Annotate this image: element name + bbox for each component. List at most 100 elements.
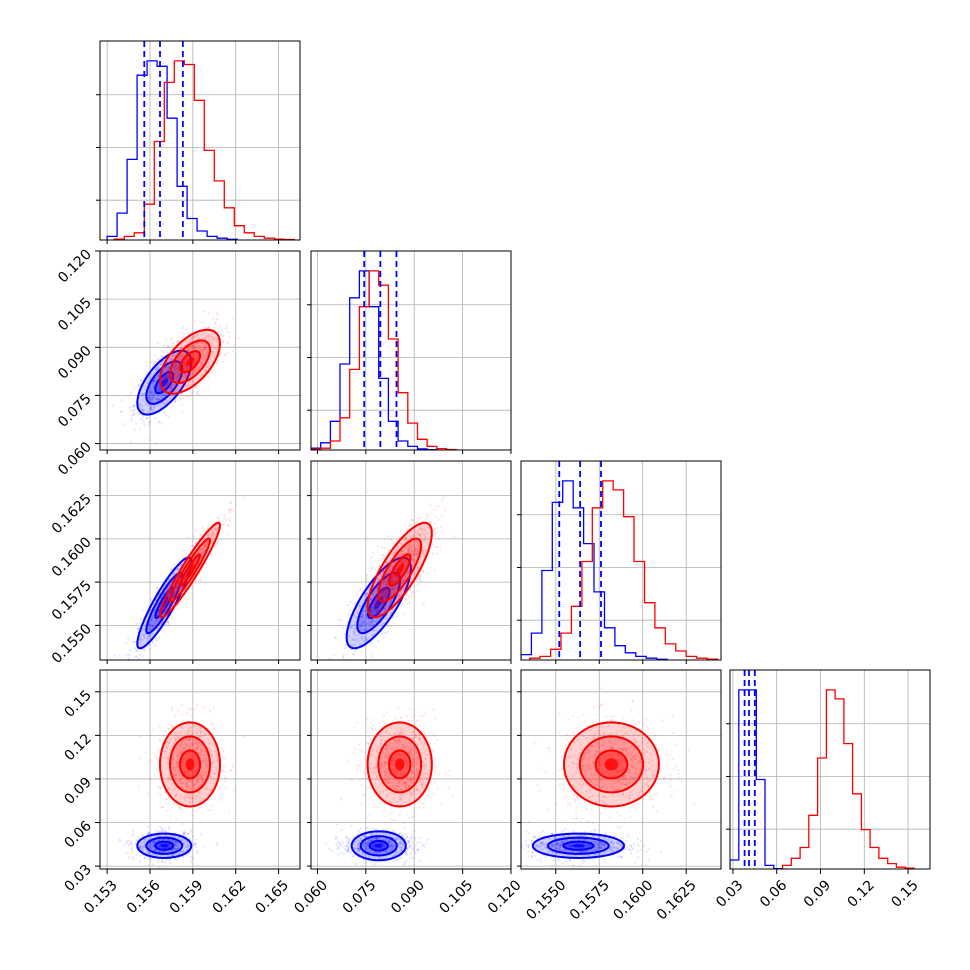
scatter-point bbox=[369, 599, 373, 602]
scatter-point bbox=[172, 372, 175, 375]
scatter-point bbox=[148, 398, 152, 401]
scatter-point bbox=[172, 356, 175, 359]
scatter-point bbox=[202, 353, 205, 356]
scatter-point bbox=[206, 526, 209, 529]
scatter-point bbox=[150, 598, 153, 601]
scatter-point bbox=[155, 368, 158, 371]
scatter-point bbox=[152, 613, 155, 616]
scatter-point bbox=[164, 413, 167, 416]
scatter-point bbox=[152, 392, 155, 395]
scatter-point bbox=[361, 618, 364, 622]
contour-line bbox=[136, 556, 193, 650]
scatter-point bbox=[434, 522, 437, 525]
scatter-point bbox=[333, 654, 336, 657]
scatter-point bbox=[173, 372, 176, 375]
density-peak bbox=[374, 596, 384, 610]
scatter-point bbox=[360, 638, 363, 642]
scatter-point bbox=[354, 616, 357, 619]
contour-line bbox=[136, 349, 193, 416]
scatter-point bbox=[174, 367, 177, 370]
scatter-point bbox=[158, 830, 161, 834]
scatter-point bbox=[400, 549, 403, 553]
scatter-point bbox=[167, 383, 170, 386]
scatter-point bbox=[202, 325, 205, 329]
scatter-point bbox=[371, 623, 374, 627]
scatter-point bbox=[383, 621, 386, 624]
scatter-point bbox=[138, 854, 142, 857]
scatter-point bbox=[161, 403, 164, 406]
scatter-point bbox=[212, 317, 215, 320]
scatter-point bbox=[149, 622, 152, 626]
scatter-point bbox=[124, 423, 127, 426]
scatter-point bbox=[435, 527, 438, 530]
scatter-point bbox=[384, 591, 387, 595]
scatter-point bbox=[163, 367, 166, 370]
scatter-point bbox=[148, 623, 151, 626]
scatter-point bbox=[370, 618, 373, 621]
scatter-point bbox=[152, 380, 155, 383]
scatter-point bbox=[205, 541, 209, 544]
scatter-point bbox=[168, 361, 171, 364]
scatter-point bbox=[157, 374, 160, 377]
scatter-point bbox=[171, 389, 174, 392]
scatter-point bbox=[390, 588, 393, 591]
scatter-point bbox=[133, 647, 137, 650]
scatter-point bbox=[397, 604, 400, 608]
scatter-point bbox=[203, 549, 206, 552]
scatter-point bbox=[167, 365, 170, 368]
scatter-point bbox=[142, 415, 145, 418]
scatter-point bbox=[405, 537, 408, 540]
scatter-point bbox=[150, 616, 154, 619]
scatter-point bbox=[355, 648, 358, 652]
scatter-point bbox=[166, 601, 169, 604]
scatter-point bbox=[214, 325, 217, 328]
scatter-point bbox=[199, 348, 202, 352]
scatter-point bbox=[205, 541, 209, 544]
scatter-point bbox=[193, 361, 196, 364]
scatter-point bbox=[204, 370, 207, 373]
scatter-point bbox=[190, 392, 193, 395]
scatter-point bbox=[196, 342, 199, 345]
scatter-point bbox=[165, 365, 168, 369]
scatter-point bbox=[354, 629, 357, 632]
scatter-point bbox=[193, 344, 196, 347]
scatter-point bbox=[177, 339, 180, 343]
scatter-point bbox=[147, 626, 150, 629]
scatter-point bbox=[403, 548, 406, 552]
scatter-point bbox=[175, 360, 178, 364]
scatter-point bbox=[208, 337, 211, 340]
scatter-point bbox=[177, 374, 180, 377]
scatter-point bbox=[175, 586, 178, 589]
scatter-point bbox=[370, 579, 373, 582]
scatter-point bbox=[200, 555, 203, 559]
scatter-point bbox=[243, 496, 246, 499]
scatter-point bbox=[417, 550, 420, 554]
scatter-point bbox=[217, 541, 220, 544]
scatter-point bbox=[390, 600, 393, 603]
scatter-point bbox=[133, 408, 136, 411]
scatter-point bbox=[352, 643, 355, 647]
scatter-point bbox=[154, 367, 158, 370]
scatter-point bbox=[181, 367, 184, 370]
scatter-point bbox=[205, 541, 208, 544]
scatter-point bbox=[381, 602, 384, 606]
scatter-point bbox=[148, 395, 151, 398]
scatter-point bbox=[205, 349, 208, 352]
scatter-point bbox=[210, 350, 213, 353]
scatter-point bbox=[384, 596, 387, 599]
scatter-point bbox=[393, 573, 396, 577]
scatter-point bbox=[136, 662, 138, 664]
scatter-point bbox=[383, 593, 386, 596]
scatter-point bbox=[177, 590, 180, 593]
scatter-point bbox=[159, 825, 162, 829]
scatter-point bbox=[376, 609, 379, 612]
scatter-point bbox=[215, 344, 218, 347]
scatter-point bbox=[377, 564, 381, 568]
scatter-point bbox=[207, 361, 210, 364]
scatter-point bbox=[389, 612, 393, 615]
scatter-point bbox=[374, 568, 377, 571]
scatter-point bbox=[364, 629, 367, 632]
scatter-point bbox=[126, 653, 130, 656]
scatter-point bbox=[205, 543, 208, 546]
scatter-point bbox=[211, 533, 215, 537]
